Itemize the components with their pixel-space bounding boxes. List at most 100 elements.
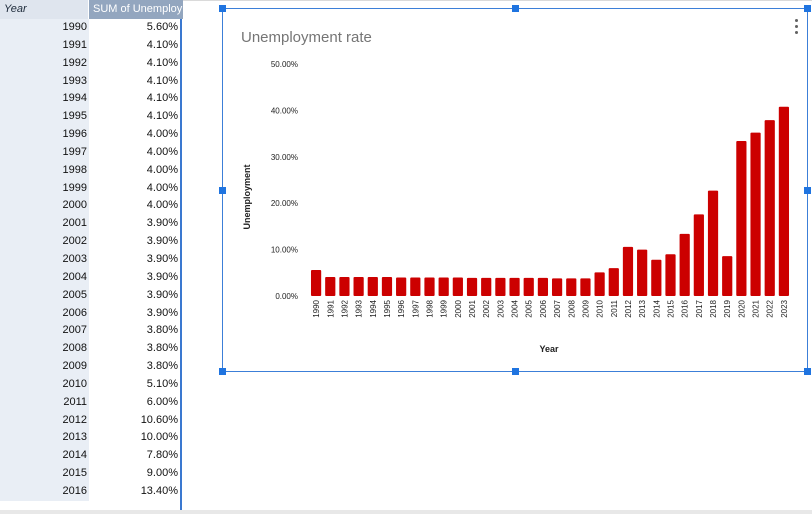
pivot-row: 2008 3.80% <box>0 340 183 359</box>
pivot-cell-value[interactable]: 3.90% <box>89 268 181 287</box>
pivot-cell-year[interactable]: 1992 <box>0 54 89 73</box>
pivot-row: 1992 4.10% <box>0 54 183 73</box>
pivot-cell-value[interactable]: 4.10% <box>89 90 181 109</box>
pivot-cell-year[interactable]: 2015 <box>0 465 89 483</box>
pivot-row: 2014 7.80% <box>0 447 183 466</box>
resize-handle-top-right[interactable] <box>804 5 811 12</box>
pivot-cell-value[interactable]: 3.90% <box>89 304 181 323</box>
bar <box>637 249 648 296</box>
x-tick-label: 2007 <box>553 299 562 317</box>
pivot-cell-value[interactable]: 4.10% <box>89 36 181 55</box>
pivot-cell-year[interactable]: 1991 <box>0 36 89 55</box>
bar <box>566 278 577 296</box>
horizontal-scrollbar[interactable] <box>0 510 812 514</box>
pivot-cell-value[interactable]: 4.00% <box>89 179 181 198</box>
pivot-table: Year SUM of Unemployment 19905.60%19914.… <box>0 0 183 512</box>
bar <box>651 259 662 296</box>
bar <box>381 276 393 296</box>
pivot-cell-year[interactable]: 2003 <box>0 250 89 269</box>
pivot-cell-value[interactable]: 3.90% <box>89 233 181 251</box>
resize-handle-bottom-left[interactable] <box>219 368 226 375</box>
pivot-cell-value[interactable]: 13.40% <box>89 482 181 501</box>
pivot-cell-value[interactable]: 4.10% <box>89 72 181 91</box>
pivot-cell-value[interactable]: 3.80% <box>89 358 181 376</box>
chart-container[interactable]: Unemployment rate 0.00% 10.00% 20.00% 30.00%… <box>222 8 808 372</box>
pivot-cell-year[interactable]: 1998 <box>0 161 89 180</box>
pivot-cell-year[interactable]: 2007 <box>0 322 89 341</box>
pivot-row: 2016 13.40% <box>0 482 183 501</box>
pivot-cell-year[interactable]: 2004 <box>0 268 89 287</box>
pivot-cell-year[interactable]: 2000 <box>0 197 89 216</box>
pivot-cell-year[interactable]: 2005 <box>0 286 89 305</box>
bar <box>750 132 761 296</box>
x-tick-label: 2018 <box>709 299 718 317</box>
pivot-row: 1998 4.00% <box>0 161 183 180</box>
pivot-row: 1997 4.00% <box>0 143 183 162</box>
resize-handle-middle-right[interactable] <box>804 187 811 194</box>
pivot-cell-year[interactable]: 1993 <box>0 72 89 91</box>
pivot-cell-value[interactable]: 7.80% <box>89 447 181 466</box>
pivot-cell-year[interactable]: 2001 <box>0 215 89 234</box>
pivot-cell-value[interactable]: 4.00% <box>89 161 181 180</box>
pivot-cell-year[interactable]: 1994 <box>0 90 89 109</box>
x-tick-label: 2017 <box>695 299 704 317</box>
pivot-cell-value[interactable]: 4.00% <box>89 126 181 144</box>
pivot-row: 1999 4.00% <box>0 179 183 198</box>
pivot-cell-year[interactable]: 2009 <box>0 358 89 376</box>
x-tick-label: 2006 <box>539 299 548 317</box>
pivot-row: 2005 3.90% <box>0 286 183 305</box>
pivot-cell-year[interactable]: 2010 <box>0 375 89 394</box>
pivot-header-sum[interactable]: SUM of Unemployment <box>89 0 183 19</box>
pivot-cell-value[interactable]: 5.60% <box>89 19 181 37</box>
pivot-cell-year[interactable]: 1990 <box>0 19 89 37</box>
pivot-cell-value[interactable]: 10.00% <box>89 429 181 448</box>
pivot-row: 1994 4.10% <box>0 90 183 109</box>
bar <box>509 277 520 296</box>
pivot-header-year[interactable]: Year <box>0 0 89 19</box>
pivot-cell-value[interactable]: 3.80% <box>89 322 181 341</box>
bar <box>551 278 563 296</box>
bar <box>325 276 336 296</box>
resize-handle-top-left[interactable] <box>219 5 226 12</box>
pivot-cell-value[interactable]: 3.90% <box>89 286 181 305</box>
x-tick-label: 2000 <box>454 299 463 317</box>
pivot-cell-year[interactable]: 2012 <box>0 411 89 430</box>
bar <box>438 277 449 296</box>
pivot-cell-year[interactable]: 1999 <box>0 179 89 198</box>
pivot-cell-year[interactable]: 2008 <box>0 340 89 359</box>
resize-handle-bottom-center[interactable] <box>512 368 519 375</box>
pivot-cell-value[interactable]: 9.00% <box>89 465 181 483</box>
resize-handle-bottom-right[interactable] <box>804 368 811 375</box>
more-vertical-icon[interactable] <box>791 19 801 37</box>
pivot-cell-year[interactable]: 1997 <box>0 143 89 162</box>
resize-handle-top-center[interactable] <box>512 5 519 12</box>
bar <box>722 256 733 296</box>
x-tick-label: 2014 <box>652 299 661 317</box>
pivot-row: 2009 3.80% <box>0 358 183 376</box>
pivot-cell-year[interactable]: 1996 <box>0 126 89 144</box>
resize-handle-middle-left[interactable] <box>219 187 226 194</box>
pivot-cell-value[interactable]: 6.00% <box>89 393 181 412</box>
pivot-row: 2011 6.00% <box>0 393 183 412</box>
pivot-cell-value[interactable]: 4.00% <box>89 143 181 162</box>
pivot-cell-year[interactable]: 2013 <box>0 429 89 448</box>
pivot-cell-value[interactable]: 3.90% <box>89 250 181 269</box>
pivot-cell-value[interactable]: 4.10% <box>89 108 181 127</box>
pivot-cell-year[interactable]: 1995 <box>0 108 89 127</box>
pivot-cell-year[interactable]: 2014 <box>0 447 89 466</box>
bar <box>537 277 549 296</box>
pivot-cell-year[interactable]: 2006 <box>0 304 89 323</box>
pivot-cell-year[interactable]: 2016 <box>0 482 89 501</box>
pivot-cell-value[interactable]: 4.10% <box>89 54 181 73</box>
pivot-cell-value[interactable]: 3.90% <box>89 215 181 234</box>
pivot-cell-value[interactable]: 5.10% <box>89 375 181 394</box>
pivot-cell-value[interactable]: 3.80% <box>89 340 181 359</box>
pivot-cell-year[interactable]: 2011 <box>0 393 89 412</box>
x-tick-label: 1994 <box>369 299 378 317</box>
pivot-cell-value[interactable]: 10.60% <box>89 411 181 430</box>
pivot-cell-value[interactable]: 4.00% <box>89 197 181 216</box>
pivot-cell-year[interactable]: 2002 <box>0 233 89 251</box>
pivot-row: 2013 10.00% <box>0 429 183 448</box>
pivot-row: 2000 4.00% <box>0 197 183 216</box>
